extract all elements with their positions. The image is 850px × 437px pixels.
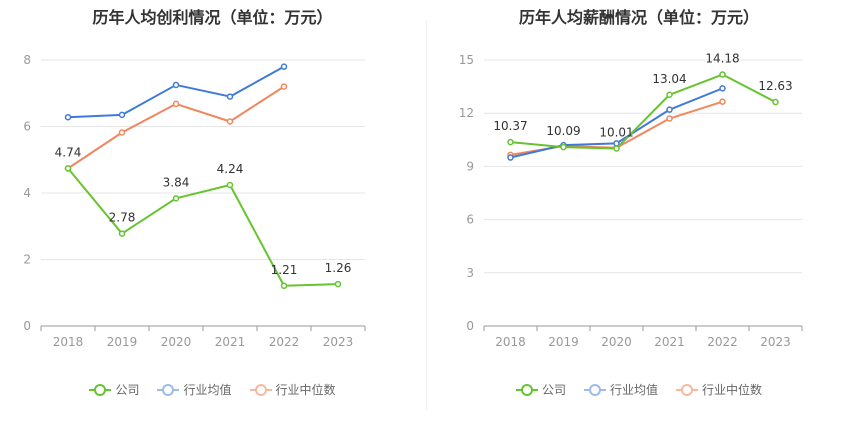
data-point (666, 106, 673, 113)
data-label: 1.21 (271, 263, 298, 277)
data-point (613, 145, 620, 152)
data-point (118, 230, 126, 237)
data-point (280, 83, 288, 90)
legend-label: 公司 (541, 383, 566, 397)
legend-item-industry-median[interactable]: 行业中位数 (676, 381, 762, 398)
data-label: 4.74 (55, 145, 82, 159)
data-point (613, 140, 620, 147)
data-point (226, 118, 234, 125)
data-point (666, 115, 673, 122)
x-tick-label: 2018 (495, 335, 526, 349)
x-tick-label: 2021 (215, 335, 246, 349)
series-line (67, 167, 339, 287)
series-line (67, 85, 285, 170)
x-tick-label: 2021 (654, 335, 685, 349)
data-point (280, 282, 288, 290)
x-tick-label: 2019 (107, 335, 138, 349)
legend-line-icon (583, 383, 606, 396)
data-point (719, 71, 726, 78)
legend-line-icon (157, 383, 180, 396)
y-tick-label: 4 (23, 186, 31, 200)
chart-title: 历年人均创利情况（单位：万元） (92, 8, 333, 27)
legend-line-icon (89, 383, 112, 396)
data-point (64, 165, 72, 172)
data-point (64, 113, 72, 121)
data-label: 10.01 (599, 125, 633, 139)
legend-item-industry-median[interactable]: 行业中位数 (249, 381, 336, 398)
y-tick-label: 12 (459, 106, 474, 120)
x-tick-label: 2023 (323, 335, 354, 349)
data-point (172, 81, 180, 89)
data-label: 12.63 (758, 79, 792, 93)
y-tick-label: 9 (466, 159, 474, 173)
data-point (719, 85, 726, 92)
legend-label: 行业中位数 (702, 383, 763, 397)
y-tick-label: 2 (23, 253, 31, 267)
legend-item-company[interactable]: 公司 (515, 381, 566, 398)
legend-line-icon (249, 383, 272, 396)
chart-panel-salary: 历年人均薪酬情况（单位：万元） 0 3 6 9 12 15 2018 2019 2020 2021… (428, 0, 850, 437)
data-point (118, 129, 126, 136)
legend-label: 行业均值 (609, 383, 658, 397)
x-tick-label: 2022 (269, 335, 300, 349)
data-point (226, 93, 234, 100)
chart-title: 历年人均薪酬情况（单位：万元） (518, 8, 759, 27)
y-tick-label: 6 (466, 213, 474, 227)
x-tick-label: 2018 (53, 335, 84, 349)
data-label: 13.04 (652, 72, 686, 86)
legend-item-industry-avg[interactable]: 行业均值 (157, 381, 232, 398)
salary-line-chart: 0 3 6 9 12 15 2018 2019 2020 2021 2022 2023 10.37 10.… (459, 52, 803, 349)
profit-line-chart: 0 2 4 6 8 2018 2019 2020 2021 2022 2023 4.74 2.78 3.8… (23, 53, 366, 349)
data-point (507, 138, 514, 146)
legend-label: 公司 (115, 383, 140, 397)
legend-line-icon (676, 383, 698, 396)
legend-label: 行业中位数 (275, 383, 336, 397)
data-point (280, 63, 288, 70)
series-line (67, 65, 285, 119)
data-point (118, 111, 126, 119)
y-tick-label: 0 (23, 319, 31, 333)
chart-panel-profit: 历年人均创利情况（单位：万元） 0 2 4 6 8 2018 2019 2020 2021 202… (0, 8, 425, 398)
x-tick-label: 2023 (760, 335, 791, 349)
data-point (172, 100, 180, 108)
data-label: 14.18 (705, 52, 739, 66)
legend-line-icon (515, 383, 538, 396)
data-point (772, 98, 779, 106)
data-label: 10.09 (546, 124, 580, 138)
legend-item-company[interactable]: 公司 (89, 381, 139, 398)
chart-legend: 公司 行业均值 行业中位数 (428, 381, 850, 398)
panel-divider (426, 20, 427, 410)
data-point (666, 91, 673, 99)
y-tick-label: 3 (466, 266, 474, 280)
y-tick-label: 15 (459, 53, 474, 67)
legend-label: 行业均值 (183, 383, 232, 397)
y-tick-label: 8 (23, 53, 31, 67)
data-point (172, 195, 180, 202)
data-label: 1.26 (325, 261, 352, 275)
x-tick-label: 2020 (161, 335, 192, 349)
data-point (560, 143, 567, 151)
y-tick-label: 0 (466, 319, 474, 333)
data-point (334, 280, 342, 288)
legend-item-industry-avg[interactable]: 行业均值 (583, 381, 658, 398)
x-tick-label: 2020 (601, 335, 632, 349)
x-tick-label: 2022 (707, 335, 738, 349)
data-label: 2.78 (109, 211, 136, 225)
chart-legend: 公司 行业均值 行业中位数 (0, 381, 425, 398)
data-point (226, 181, 234, 189)
y-tick-label: 6 (23, 120, 31, 134)
data-point (507, 154, 514, 161)
data-label: 3.84 (163, 175, 190, 189)
data-point (719, 98, 726, 105)
series-line (510, 73, 776, 150)
data-label: 4.24 (217, 162, 244, 176)
x-tick-label: 2019 (548, 335, 579, 349)
data-label: 10.37 (493, 119, 527, 133)
